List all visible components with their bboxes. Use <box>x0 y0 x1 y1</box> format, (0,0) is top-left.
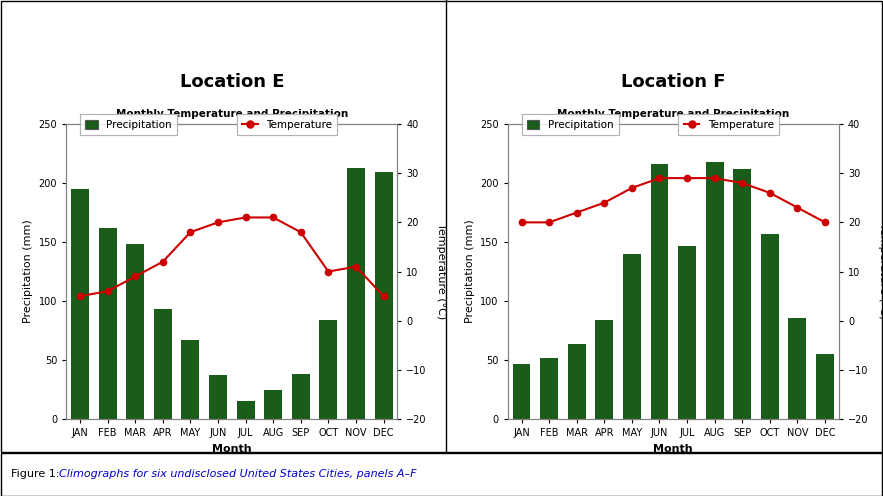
Bar <box>126 245 144 419</box>
Text: Figure 1:: Figure 1: <box>11 469 63 479</box>
Text: Location F: Location F <box>621 73 726 91</box>
Bar <box>181 340 200 419</box>
Bar <box>291 374 310 419</box>
Bar <box>374 173 393 419</box>
Bar <box>761 234 779 419</box>
Text: Location E: Location E <box>179 73 284 91</box>
Y-axis label: Precipitation (mm): Precipitation (mm) <box>23 220 33 323</box>
Y-axis label: Precipitation (mm): Precipitation (mm) <box>464 220 474 323</box>
Bar <box>651 164 668 419</box>
Bar <box>733 169 751 419</box>
Legend: Temperature: Temperature <box>678 115 779 135</box>
Bar <box>595 320 614 419</box>
Legend: Precipitation: Precipitation <box>522 115 619 135</box>
Bar <box>209 375 227 419</box>
Y-axis label: Temperature (°C): Temperature (°C) <box>436 223 446 320</box>
Bar <box>540 358 558 419</box>
Legend: Temperature: Temperature <box>237 115 337 135</box>
Title: Monthly Temperature and Precipitation: Monthly Temperature and Precipitation <box>116 109 348 119</box>
Bar <box>264 390 283 419</box>
Bar <box>678 246 696 419</box>
Title: Monthly Temperature and Precipitation: Monthly Temperature and Precipitation <box>557 109 789 119</box>
Bar <box>99 228 117 419</box>
Bar <box>816 354 834 419</box>
Text: Climographs for six undisclosed United States Cities, panels A–F: Climographs for six undisclosed United S… <box>59 469 417 479</box>
Y-axis label: Temperature (°C): Temperature (°C) <box>878 223 883 320</box>
Bar <box>154 310 172 419</box>
Bar <box>71 189 89 419</box>
Bar <box>512 364 531 419</box>
X-axis label: Month: Month <box>212 444 252 454</box>
Bar <box>320 320 337 419</box>
Bar <box>568 344 585 419</box>
Bar <box>347 168 365 419</box>
X-axis label: Month: Month <box>653 444 693 454</box>
Legend: Precipitation: Precipitation <box>80 115 177 135</box>
Bar <box>706 162 724 419</box>
Bar <box>623 254 641 419</box>
Bar <box>789 317 806 419</box>
Bar <box>237 401 254 419</box>
